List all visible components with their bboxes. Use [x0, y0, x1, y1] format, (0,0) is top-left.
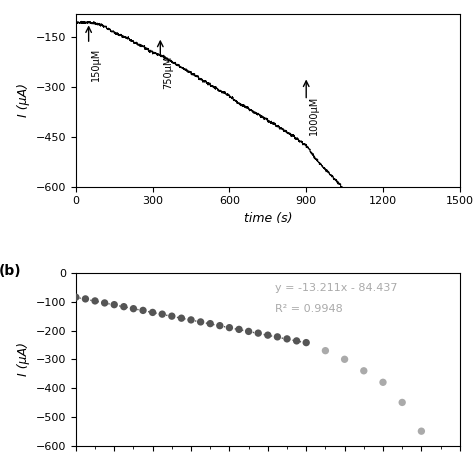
Point [158, 310, 166, 318]
X-axis label: time (s): time (s) [244, 212, 292, 225]
Point [418, 428, 425, 435]
Point [72, 293, 80, 301]
Point [216, 322, 224, 329]
Point [283, 335, 291, 343]
Point [168, 312, 175, 320]
Point [82, 295, 89, 303]
Point [360, 367, 367, 374]
Point [293, 337, 301, 345]
Text: (b): (b) [0, 264, 22, 278]
Point [178, 314, 185, 322]
Point [149, 309, 156, 316]
Point [206, 320, 214, 328]
Text: 1000μM: 1000μM [309, 96, 319, 135]
Point [341, 356, 348, 363]
Point [129, 305, 137, 312]
Point [91, 297, 99, 305]
Text: 150μM: 150μM [91, 47, 101, 81]
Point [255, 329, 262, 337]
Point [139, 307, 147, 314]
Text: 750μM: 750μM [163, 55, 173, 89]
Point [245, 328, 252, 335]
Point [264, 331, 272, 339]
Point [187, 316, 195, 324]
Point [273, 333, 281, 341]
Point [226, 324, 233, 331]
Point [398, 399, 406, 406]
Point [302, 339, 310, 346]
Point [120, 303, 128, 310]
Point [197, 318, 204, 326]
Text: R² = 0.9948: R² = 0.9948 [275, 304, 343, 314]
Point [379, 379, 387, 386]
Point [110, 301, 118, 309]
Point [101, 299, 109, 307]
Point [321, 347, 329, 355]
Y-axis label: I (μA): I (μA) [17, 342, 30, 376]
Text: y = -13.211x - 84.437: y = -13.211x - 84.437 [275, 283, 398, 293]
Point [235, 326, 243, 333]
Y-axis label: I (μA): I (μA) [17, 83, 30, 118]
